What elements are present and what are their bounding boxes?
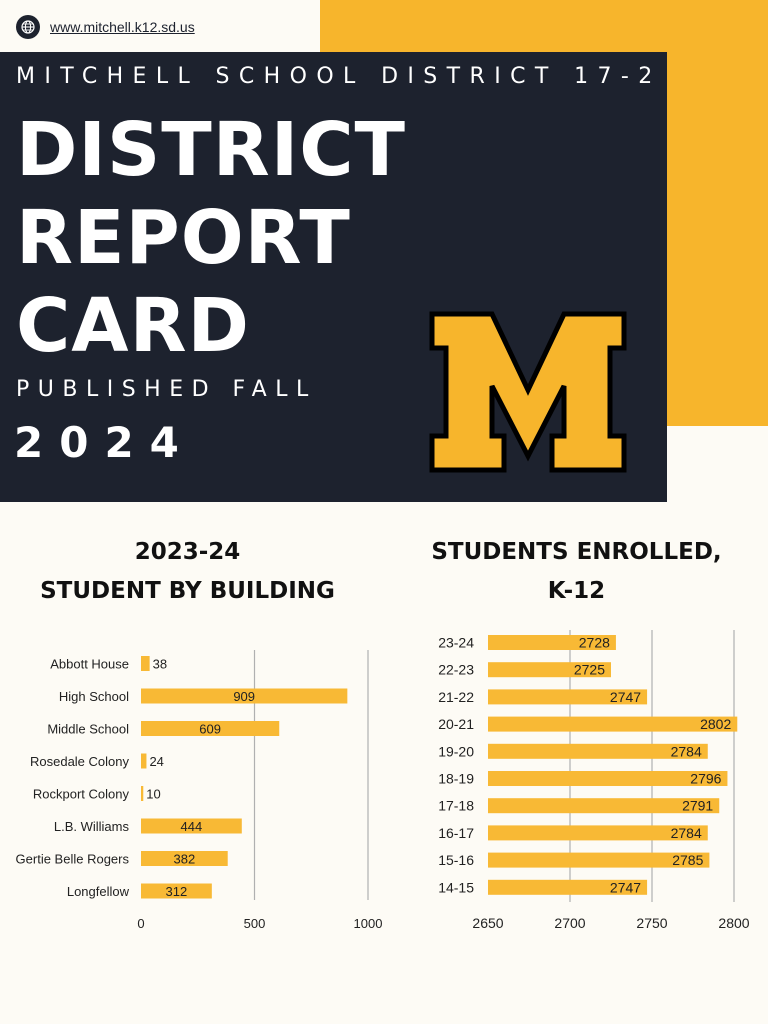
bar <box>488 743 708 759</box>
x-tick-label: 2750 <box>636 915 667 931</box>
building-chart-title: 2023-24 STUDENT BY BUILDING <box>10 533 365 611</box>
category-label: 15-16 <box>438 852 474 868</box>
category-label: Longfellow <box>67 884 130 899</box>
data-label: 2802 <box>700 716 731 732</box>
x-tick-label: 0 <box>137 916 144 931</box>
website-url[interactable]: www.mitchell.k12.sd.us <box>50 19 195 35</box>
data-label: 312 <box>166 884 188 899</box>
report-title: DISTRICT REPORT CARD <box>16 106 406 370</box>
bar <box>141 656 150 671</box>
data-label: 2796 <box>690 771 721 787</box>
data-label: 444 <box>181 819 203 834</box>
category-label: 19-20 <box>438 743 474 759</box>
x-tick-label: 2700 <box>554 915 585 931</box>
category-label: 14-15 <box>438 879 474 895</box>
bar <box>141 851 228 866</box>
data-label: 2784 <box>671 825 702 841</box>
category-label: 17-18 <box>438 798 474 814</box>
building-bar-chart: 0 500 1000 Abbott House 38 High School 909 Midd… <box>16 650 383 931</box>
category-label: Rockport Colony <box>33 787 130 802</box>
header-panel <box>0 52 667 502</box>
bar <box>488 635 616 650</box>
x-tick-label: 2800 <box>718 915 749 931</box>
data-label: 2747 <box>610 689 641 705</box>
category-label: 20-21 <box>438 716 474 732</box>
bar <box>488 689 648 705</box>
bar <box>488 825 708 841</box>
globe-icon <box>16 15 40 39</box>
data-label: 38 <box>153 657 167 672</box>
category-label: Abbott House <box>50 657 129 672</box>
bar <box>141 753 147 769</box>
bar <box>488 771 728 786</box>
school-m-logo: M <box>429 311 627 473</box>
x-tick-label: 1000 <box>354 916 383 931</box>
district-name: MITCHELL SCHOOL DISTRICT 17-2 <box>16 64 662 89</box>
building-title-line: 2023-24 <box>134 539 241 565</box>
category-label: 21-22 <box>438 689 474 705</box>
published-label: PUBLISHED FALL <box>16 377 317 402</box>
title-line: CARD <box>16 283 250 369</box>
publish-year: 2024 <box>14 418 195 467</box>
data-label: 2725 <box>574 662 605 678</box>
bar <box>488 662 611 678</box>
data-label: 2728 <box>579 635 610 651</box>
category-label: Gertie Belle Rogers <box>16 852 130 867</box>
bar <box>141 721 280 736</box>
enrollment-chart-title: STUDENTS ENROLLED, K-12 <box>404 533 749 611</box>
category-label: 16-17 <box>438 825 474 841</box>
title-line: DISTRICT <box>16 107 407 193</box>
title-line: REPORT <box>16 195 351 281</box>
data-label: 2785 <box>672 852 703 868</box>
category-label: 18-19 <box>438 771 474 787</box>
x-tick-label: 2650 <box>472 915 503 931</box>
category-label: L.B. Williams <box>54 819 130 834</box>
data-label: 2791 <box>682 798 713 814</box>
data-label: 10 <box>146 787 160 802</box>
bar <box>141 786 144 801</box>
x-tick-label: 500 <box>244 916 266 931</box>
enrollment-bar-chart: 2650 2700 2750 2800 23-24 2728 22-23 2725 21-22 2… <box>438 630 750 931</box>
enrollment-title-line: K-12 <box>547 578 606 604</box>
data-label: 2747 <box>610 879 641 895</box>
bar <box>488 879 648 895</box>
data-label: 382 <box>174 852 196 867</box>
bar <box>141 688 348 704</box>
data-label: 2784 <box>671 743 702 759</box>
bar <box>488 798 720 814</box>
website-link[interactable]: www.mitchell.k12.sd.us <box>16 15 195 39</box>
bar <box>141 818 242 834</box>
category-label: 23-24 <box>438 635 474 651</box>
bar <box>488 716 738 732</box>
bar <box>141 883 212 899</box>
building-title-line: STUDENT BY BUILDING <box>40 578 335 604</box>
category-label: Rosedale Colony <box>30 754 130 769</box>
bar <box>488 852 710 868</box>
category-label: Middle School <box>47 722 129 737</box>
category-label: 22-23 <box>438 662 474 678</box>
data-label: 609 <box>199 722 221 737</box>
enrollment-title-line: STUDENTS ENROLLED, <box>431 539 722 565</box>
data-label: 909 <box>233 689 255 704</box>
category-label: High School <box>59 689 129 704</box>
data-label: 24 <box>149 754 163 769</box>
